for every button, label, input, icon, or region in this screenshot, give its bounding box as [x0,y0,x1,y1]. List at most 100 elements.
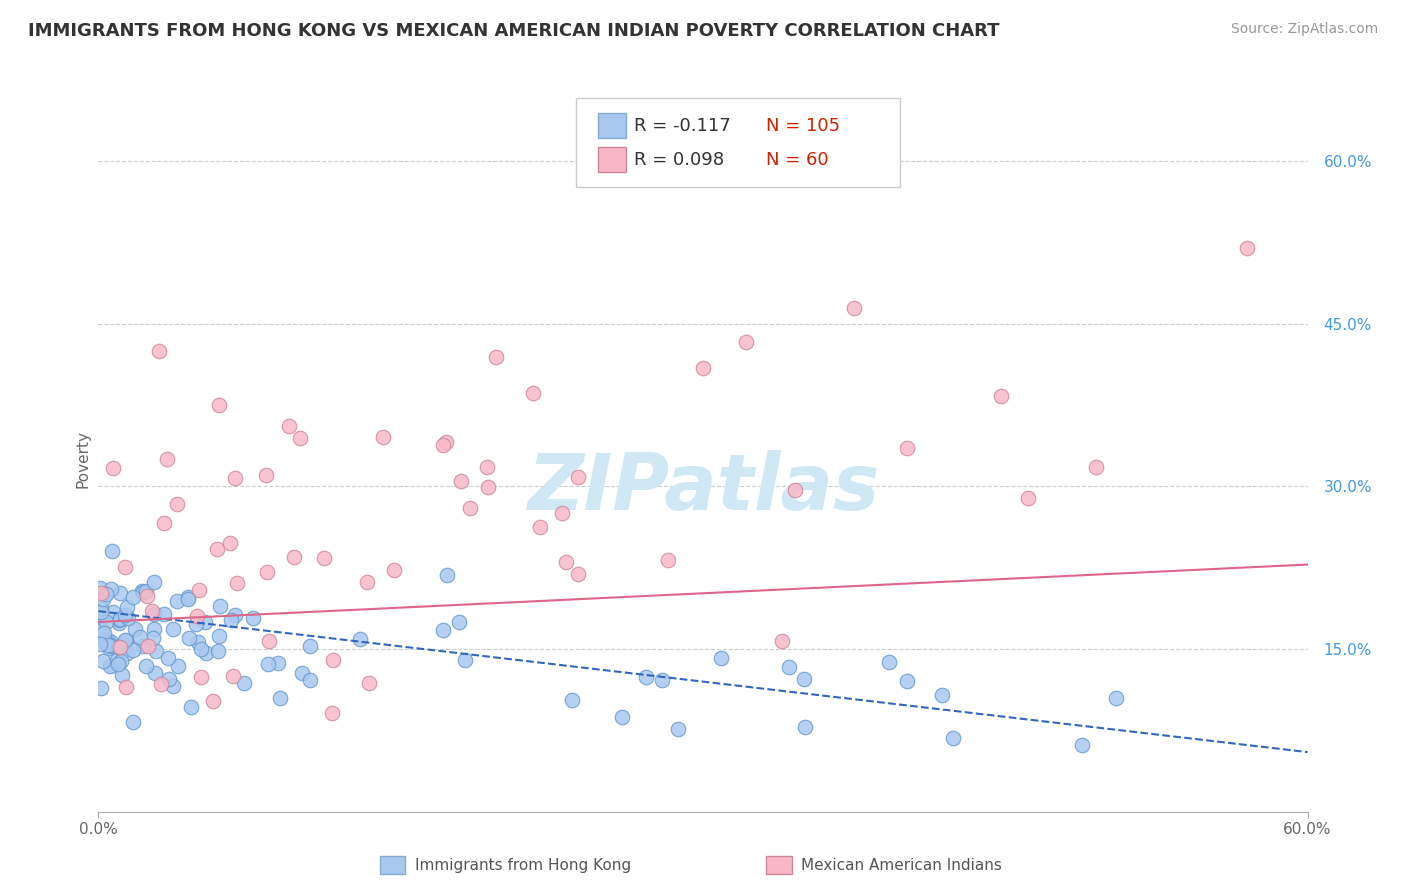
Point [783,483,806,497]
Point [202,694,225,708]
Point [222,669,245,683]
Point [475,460,498,475]
Point [101,657,124,672]
Point [242,611,264,625]
Point [842,301,865,316]
Point [143,623,166,637]
Point [131,584,153,599]
Point [657,553,679,567]
Point [166,594,188,608]
Point [288,431,311,445]
Text: ZIPatlas: ZIPatlas [527,450,879,525]
Point [254,467,277,482]
Point [770,633,793,648]
Point [98,659,121,673]
Point [90,586,112,600]
Point [896,442,918,456]
Point [107,640,129,655]
Point [145,644,167,658]
Text: Mexican American Indians: Mexican American Indians [801,858,1002,872]
Point [135,659,157,673]
Point [778,660,800,674]
Point [458,501,481,516]
Point [122,642,145,657]
Point [447,615,470,629]
Point [101,605,124,619]
Point [100,639,122,653]
Point [207,644,229,658]
Point [224,607,246,622]
Point [692,361,714,376]
Point [224,471,246,485]
Point [225,576,247,591]
Point [793,672,815,686]
Point [931,688,953,702]
Point [97,640,120,655]
Text: Source: ZipAtlas.com: Source: ZipAtlas.com [1230,22,1378,37]
Point [108,616,131,631]
Point [90,681,112,695]
Point [152,516,174,530]
Point [314,551,336,566]
Point [794,720,817,734]
Point [150,677,173,691]
Point [188,583,211,598]
Point [322,653,344,667]
Point [143,665,166,680]
Point [157,672,180,686]
Point [124,622,146,636]
Point [219,613,242,627]
Point [97,633,120,648]
Point [114,560,136,574]
Point [384,564,406,578]
Point [153,607,176,621]
Point [97,638,120,652]
Point [432,438,454,452]
Point [454,653,477,667]
Point [142,632,165,646]
Point [877,656,900,670]
Point [291,665,314,680]
Point [135,584,157,599]
Text: R = 0.098: R = 0.098 [634,151,724,169]
Point [121,715,143,730]
Point [267,656,290,670]
Point [110,586,132,600]
Point [298,673,321,688]
Point [666,723,689,737]
Point [896,674,918,689]
Point [194,615,217,630]
Point [942,731,965,745]
Point [91,655,114,669]
Point [117,611,139,625]
Point [93,635,115,649]
Point [91,610,114,624]
Point [257,657,280,671]
Point [101,460,124,475]
Point [132,640,155,654]
Point [357,675,380,690]
Point [114,608,136,623]
Point [567,566,589,581]
Point [567,470,589,484]
Point [177,632,200,646]
Point [283,550,305,565]
Point [190,641,212,656]
Point [91,623,114,637]
Point [115,599,138,614]
Point [634,670,657,684]
Point [89,582,111,596]
Point [132,584,155,599]
Point [356,574,378,589]
Point [122,590,145,604]
Point [269,690,291,705]
Point [610,709,633,723]
Point [90,601,112,615]
Point [107,657,129,672]
Point [108,640,131,655]
Point [115,681,138,695]
Point [208,599,231,613]
Point [142,575,165,590]
Point [299,639,322,653]
Text: N = 105: N = 105 [766,117,841,135]
